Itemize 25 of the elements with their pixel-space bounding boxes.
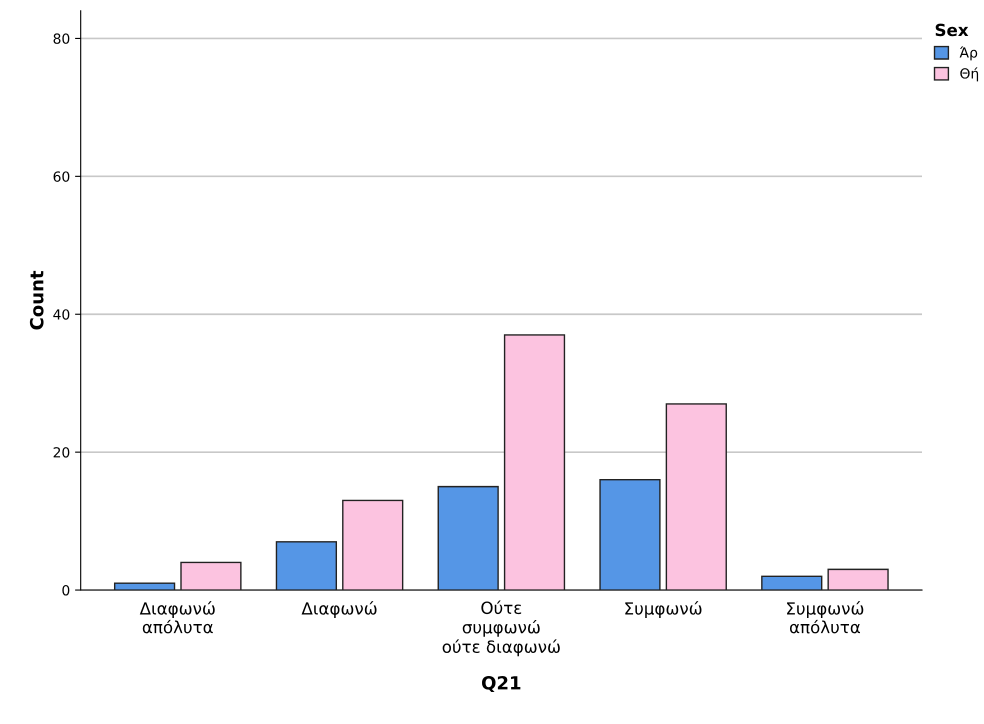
x-tick-label: Συμφωνώ — [625, 601, 702, 618]
bar — [438, 486, 499, 590]
x-tick-label: Συμφωνώ απόλυτα — [787, 601, 864, 634]
legend-title: Sex — [936, 24, 968, 36]
bar — [599, 479, 661, 590]
bar — [504, 334, 566, 590]
bar — [114, 582, 176, 590]
y-tick-label: 40 — [53, 309, 70, 320]
y-tick-label: 20 — [54, 447, 70, 458]
y-tick-label: 0 — [62, 585, 70, 596]
bar — [761, 576, 822, 590]
bar — [342, 500, 404, 590]
bar — [666, 403, 727, 590]
y-tick-label: 60 — [54, 171, 70, 182]
legend-label: Θή — [960, 67, 978, 82]
x-axis-title: Q21 — [482, 676, 520, 692]
x-tick-label: Διαφωνώ — [302, 601, 377, 618]
x-tick-label: Διαφωνώ απόλυτα — [140, 601, 215, 634]
bar — [276, 541, 338, 590]
x-tick-label: Ούτε συμφωνώ ούτε διαφωνώ — [442, 600, 560, 656]
bar — [180, 562, 242, 590]
y-tick-label: 80 — [54, 33, 70, 44]
bar — [827, 568, 889, 590]
legend-label: Άρ — [960, 46, 978, 60]
y-axis-title: Count — [30, 270, 44, 330]
